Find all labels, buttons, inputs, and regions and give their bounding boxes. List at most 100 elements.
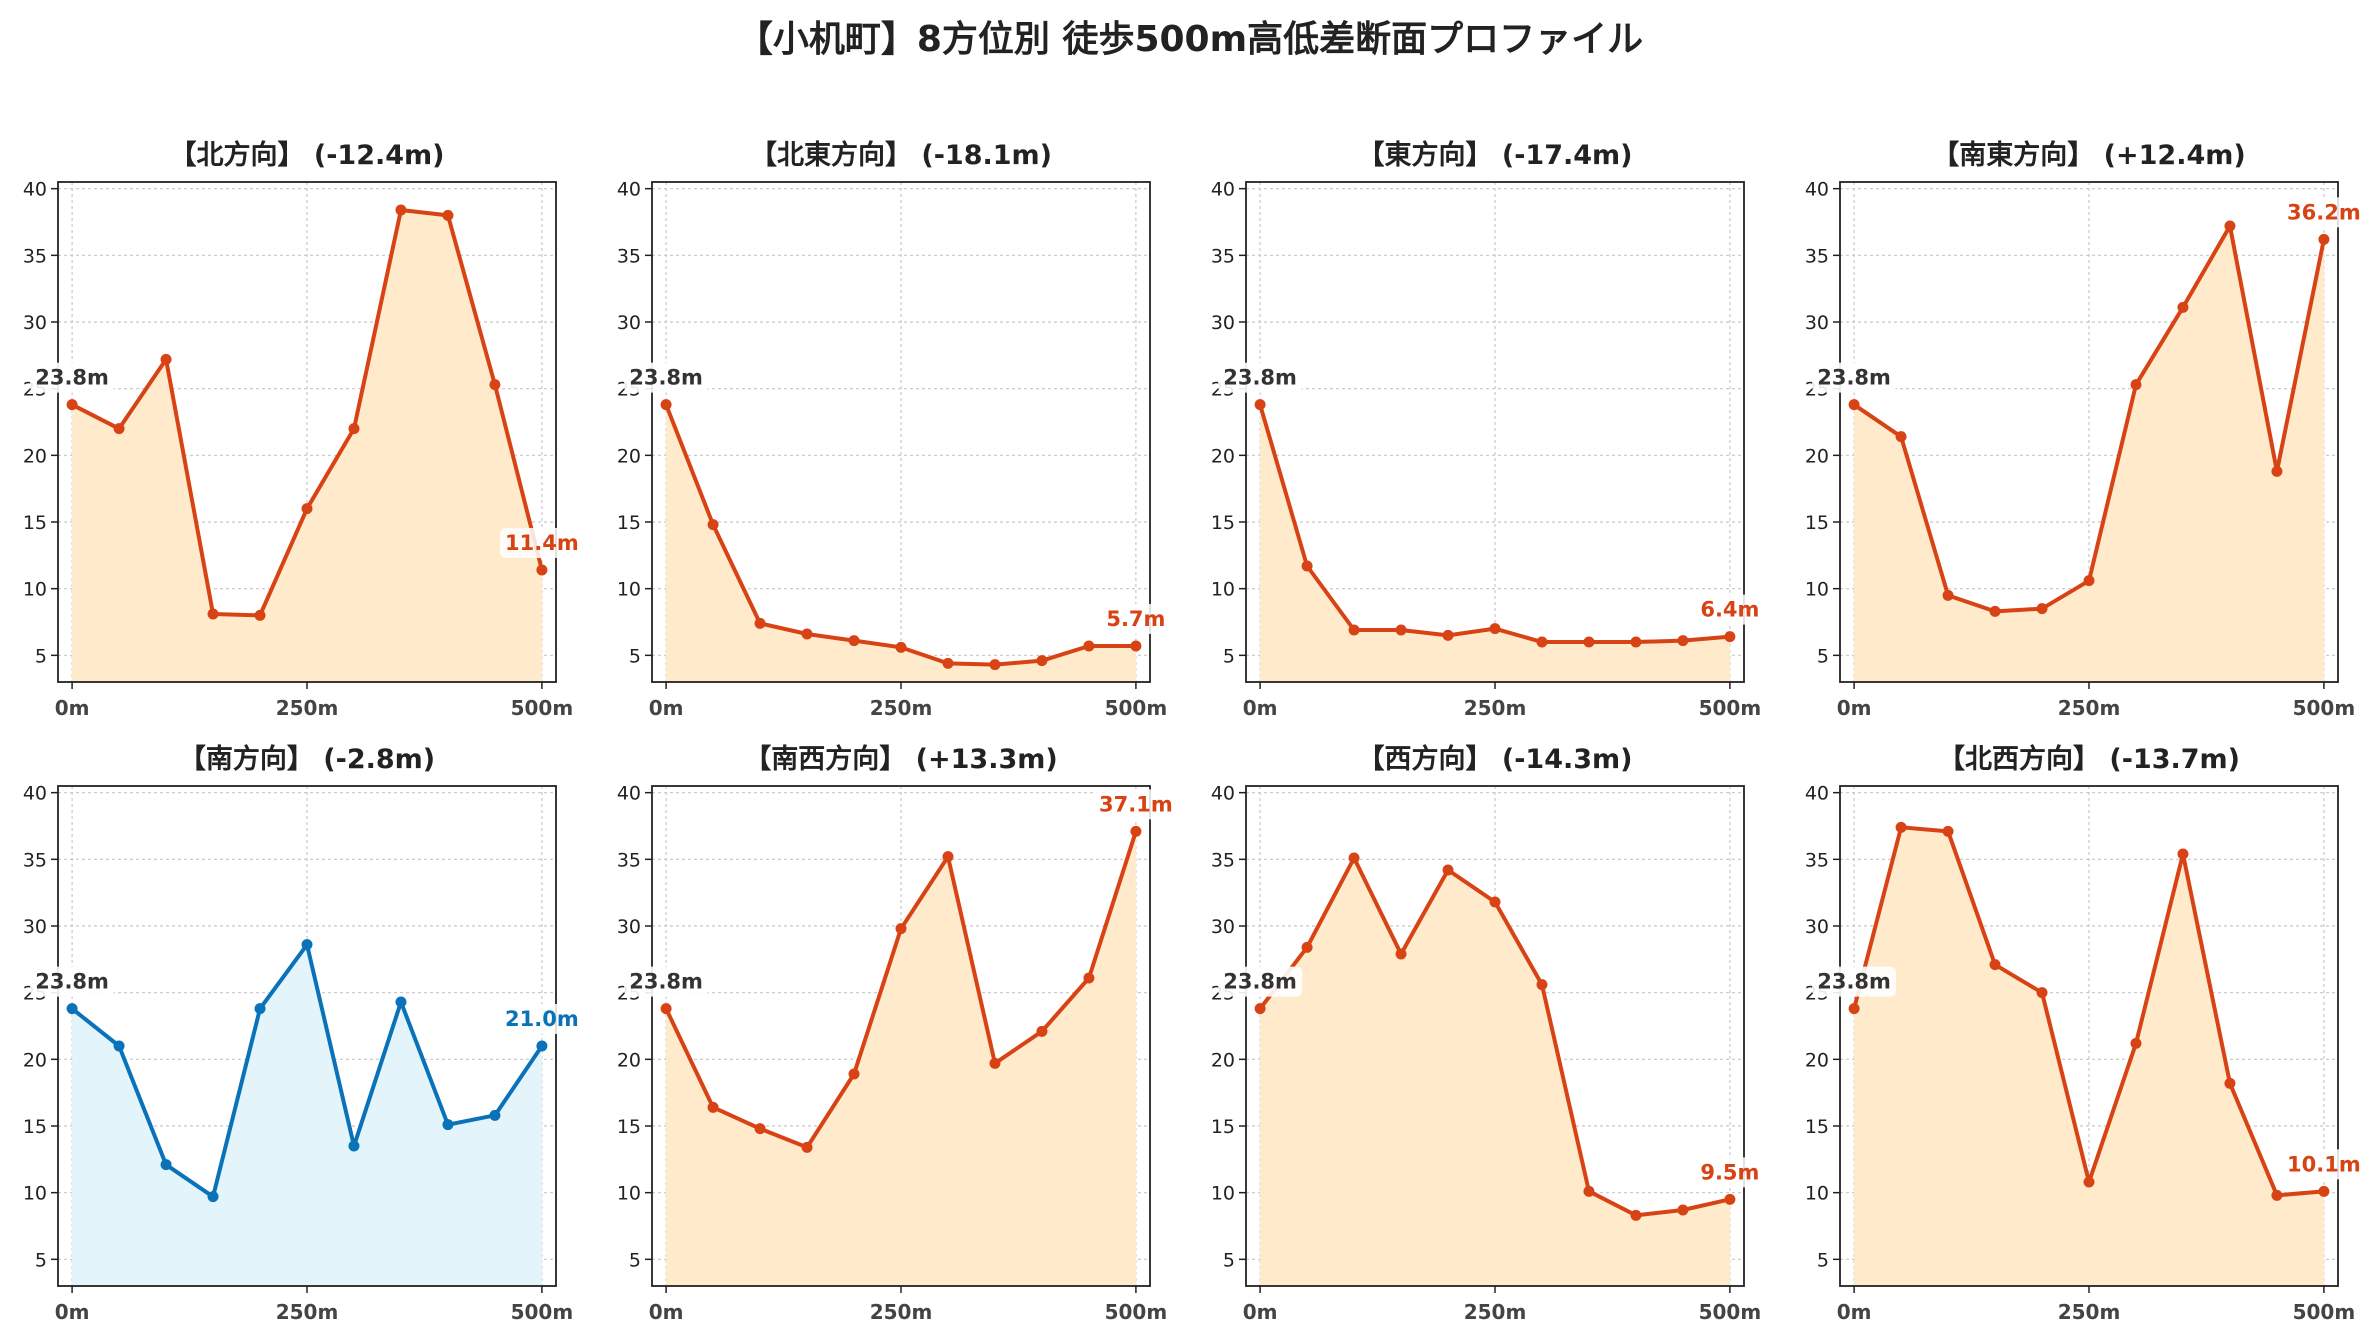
data-point bbox=[1254, 399, 1266, 411]
end-label: 6.4m bbox=[1700, 598, 1759, 622]
plot-frame bbox=[1245, 181, 1745, 683]
plot-frame bbox=[651, 181, 1151, 683]
y-tick-label: 15 bbox=[1211, 512, 1235, 534]
start-label-bg bbox=[624, 362, 709, 393]
data-point bbox=[489, 1109, 501, 1121]
x-tick-label: 0m bbox=[1837, 696, 1872, 720]
data-point bbox=[1848, 399, 1860, 411]
data-point bbox=[301, 503, 313, 515]
x-tick-label: 250m bbox=[1464, 696, 1527, 720]
panel-title: 【北方向】 (-12.4m) bbox=[169, 139, 444, 171]
x-tick-label: 0m bbox=[649, 696, 684, 720]
data-point bbox=[848, 635, 860, 647]
y-tick-label: 10 bbox=[1805, 1183, 1829, 1205]
y-tick-label: 10 bbox=[1211, 1183, 1235, 1205]
chart-panel-5: 【南西方向】 (+13.3m)5101520253035400m250m500m… bbox=[617, 743, 1178, 1324]
data-point bbox=[2130, 379, 2142, 391]
data-point bbox=[1536, 636, 1548, 648]
data-point bbox=[754, 617, 766, 629]
y-tick-label: 15 bbox=[1805, 512, 1829, 534]
data-point bbox=[1942, 825, 1954, 837]
y-tick-label: 40 bbox=[1805, 783, 1829, 805]
chart-panel-7: 【北西方向】 (-13.7m)5101520253035400m250m500m… bbox=[1805, 743, 2366, 1324]
y-tick-label: 40 bbox=[23, 179, 47, 201]
data-point bbox=[113, 423, 125, 435]
x-tick-label: 0m bbox=[1837, 1300, 1872, 1324]
data-point bbox=[754, 1123, 766, 1135]
end-label-bg bbox=[1093, 604, 1178, 634]
y-tick-label: 30 bbox=[23, 916, 47, 938]
data-point bbox=[1083, 972, 1095, 984]
y-tick-label: 35 bbox=[1805, 849, 1829, 871]
data-point bbox=[1130, 825, 1142, 837]
data-point bbox=[1895, 431, 1907, 443]
y-tick-label: 20 bbox=[23, 1049, 47, 1071]
data-point bbox=[660, 1003, 672, 1015]
y-tick-label: 15 bbox=[1805, 1116, 1829, 1138]
data-point bbox=[895, 641, 907, 653]
y-tick-label: 35 bbox=[617, 245, 641, 267]
data-point bbox=[707, 519, 719, 531]
end-label: 11.4m bbox=[505, 531, 579, 555]
y-tick-label: 10 bbox=[1805, 579, 1829, 601]
data-point bbox=[536, 1040, 548, 1052]
data-point bbox=[942, 851, 954, 863]
plot-frame bbox=[651, 785, 1151, 1287]
data-point bbox=[2177, 848, 2189, 860]
data-point bbox=[2177, 301, 2189, 313]
figure-title: 【小机町】8方位別 徒歩500m高低差断面プロファイル bbox=[736, 19, 1644, 60]
x-tick-label: 250m bbox=[1464, 1300, 1527, 1324]
start-label: 23.8m bbox=[35, 366, 109, 390]
start-label: 23.8m bbox=[1817, 366, 1891, 390]
x-tick-label: 500m bbox=[2293, 696, 2356, 720]
data-point bbox=[1442, 629, 1454, 641]
data-point bbox=[395, 996, 407, 1008]
data-point bbox=[1036, 1025, 1048, 1037]
end-label: 21.0m bbox=[505, 1007, 579, 1031]
x-tick-label: 0m bbox=[55, 696, 90, 720]
y-tick-label: 40 bbox=[1211, 783, 1235, 805]
data-point bbox=[1724, 631, 1736, 643]
y-tick-label: 30 bbox=[1805, 312, 1829, 334]
plot-frame bbox=[1839, 785, 2339, 1287]
y-tick-label: 15 bbox=[617, 512, 641, 534]
data-point bbox=[207, 608, 219, 620]
end-label: 37.1m bbox=[1099, 792, 1173, 816]
data-point bbox=[442, 209, 454, 221]
panel-title: 【南西方向】 (+13.3m) bbox=[744, 743, 1057, 775]
y-tick-label: 20 bbox=[1211, 1049, 1235, 1071]
data-point bbox=[2224, 220, 2236, 232]
area-fill bbox=[666, 404, 1136, 682]
x-tick-label: 0m bbox=[649, 1300, 684, 1324]
data-point bbox=[2318, 233, 2330, 245]
y-tick-label: 20 bbox=[617, 445, 641, 467]
data-point bbox=[989, 659, 1001, 671]
end-label-bg bbox=[1687, 1157, 1772, 1188]
data-point bbox=[1724, 1193, 1736, 1205]
x-tick-label: 500m bbox=[511, 696, 574, 720]
plot-frame bbox=[57, 181, 557, 683]
data-point bbox=[1677, 635, 1689, 647]
data-point bbox=[2318, 1185, 2330, 1197]
y-tick-label: 30 bbox=[617, 916, 641, 938]
start-label-bg bbox=[30, 362, 115, 393]
data-point bbox=[1395, 624, 1407, 636]
end-label: 36.2m bbox=[2287, 200, 2361, 224]
data-point bbox=[254, 609, 266, 621]
y-tick-label: 35 bbox=[1211, 245, 1235, 267]
data-point bbox=[2271, 1189, 2283, 1201]
data-point bbox=[348, 1140, 360, 1152]
y-tick-label: 10 bbox=[1211, 579, 1235, 601]
chart-panel-1: 【北東方向】 (-18.1m)5101520253035400m250m500m… bbox=[617, 139, 1178, 720]
x-tick-label: 500m bbox=[1699, 1300, 1762, 1324]
data-point bbox=[113, 1040, 125, 1052]
y-tick-label: 5 bbox=[1817, 645, 1829, 667]
panel-title: 【南方向】 (-2.8m) bbox=[179, 743, 435, 775]
data-point bbox=[2130, 1037, 2142, 1049]
data-point bbox=[2036, 987, 2048, 999]
panel-title: 【西方向】 (-14.3m) bbox=[1357, 743, 1632, 775]
start-label: 23.8m bbox=[1223, 366, 1297, 390]
data-point bbox=[160, 1159, 172, 1171]
y-tick-label: 40 bbox=[23, 783, 47, 805]
